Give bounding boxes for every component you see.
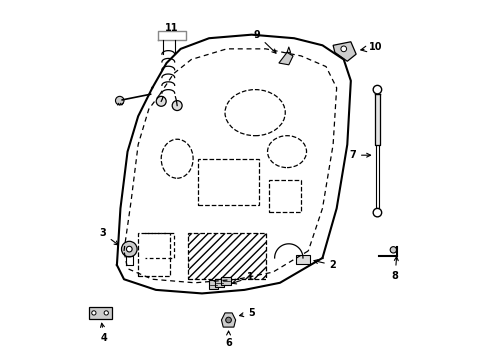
Bar bbox=[269, 180, 301, 212]
Bar bbox=[295, 256, 309, 264]
Text: 6: 6 bbox=[224, 331, 231, 348]
Bar bbox=[208, 280, 218, 289]
Circle shape bbox=[389, 247, 396, 253]
Circle shape bbox=[156, 96, 166, 106]
Text: 9: 9 bbox=[253, 30, 275, 53]
Polygon shape bbox=[221, 313, 235, 327]
Text: 8: 8 bbox=[391, 257, 398, 281]
Circle shape bbox=[372, 208, 381, 217]
Bar bbox=[198, 159, 258, 205]
Bar bbox=[187, 233, 265, 279]
Polygon shape bbox=[332, 42, 355, 61]
Circle shape bbox=[340, 46, 346, 52]
Text: 7: 7 bbox=[348, 150, 370, 160]
Circle shape bbox=[92, 311, 96, 315]
Text: 10: 10 bbox=[368, 42, 382, 52]
Text: 1: 1 bbox=[232, 273, 253, 284]
Circle shape bbox=[126, 246, 132, 252]
Text: 2: 2 bbox=[313, 260, 336, 270]
Bar bbox=[88, 306, 111, 319]
Circle shape bbox=[172, 100, 182, 111]
Circle shape bbox=[104, 311, 108, 315]
Circle shape bbox=[225, 317, 231, 323]
Bar bbox=[221, 277, 230, 285]
Text: 11: 11 bbox=[165, 23, 178, 33]
Bar bbox=[215, 279, 224, 287]
Circle shape bbox=[372, 85, 381, 94]
Circle shape bbox=[121, 241, 137, 257]
Text: 5: 5 bbox=[239, 308, 254, 318]
Text: 3: 3 bbox=[99, 228, 118, 245]
Circle shape bbox=[115, 96, 124, 105]
Polygon shape bbox=[278, 53, 292, 65]
Text: 4: 4 bbox=[101, 323, 108, 343]
Bar bbox=[138, 233, 170, 276]
